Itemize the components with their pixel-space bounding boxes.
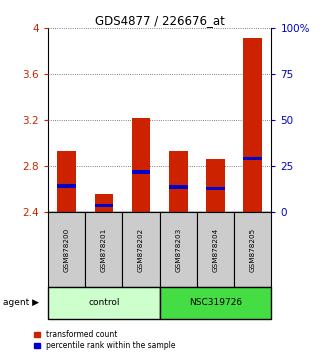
Bar — [206, 160, 225, 212]
Bar — [197, 212, 234, 287]
Bar — [132, 118, 150, 212]
Bar — [48, 287, 160, 319]
Text: NSC319726: NSC319726 — [189, 298, 242, 307]
Bar — [234, 212, 271, 287]
Bar — [206, 187, 225, 190]
Text: GSM878201: GSM878201 — [101, 227, 107, 272]
Bar — [244, 156, 262, 160]
Bar — [95, 194, 113, 212]
Bar — [95, 204, 113, 207]
Bar — [57, 184, 76, 188]
Text: GSM878205: GSM878205 — [250, 227, 256, 272]
Legend: transformed count, percentile rank within the sample: transformed count, percentile rank withi… — [34, 330, 175, 350]
Bar — [57, 152, 76, 212]
Bar — [160, 212, 197, 287]
Bar — [169, 152, 188, 212]
Bar — [122, 212, 160, 287]
Bar — [160, 287, 271, 319]
Bar — [169, 185, 188, 189]
Bar — [85, 212, 122, 287]
Bar — [132, 170, 150, 174]
Title: GDS4877 / 226676_at: GDS4877 / 226676_at — [95, 14, 225, 27]
Bar — [48, 212, 85, 287]
Text: control: control — [88, 298, 119, 307]
Text: GSM878204: GSM878204 — [213, 227, 218, 272]
Text: GSM878203: GSM878203 — [175, 227, 181, 272]
Bar — [244, 38, 262, 212]
Text: agent ▶: agent ▶ — [3, 298, 39, 307]
Text: GSM878202: GSM878202 — [138, 227, 144, 272]
Text: GSM878200: GSM878200 — [64, 227, 70, 272]
